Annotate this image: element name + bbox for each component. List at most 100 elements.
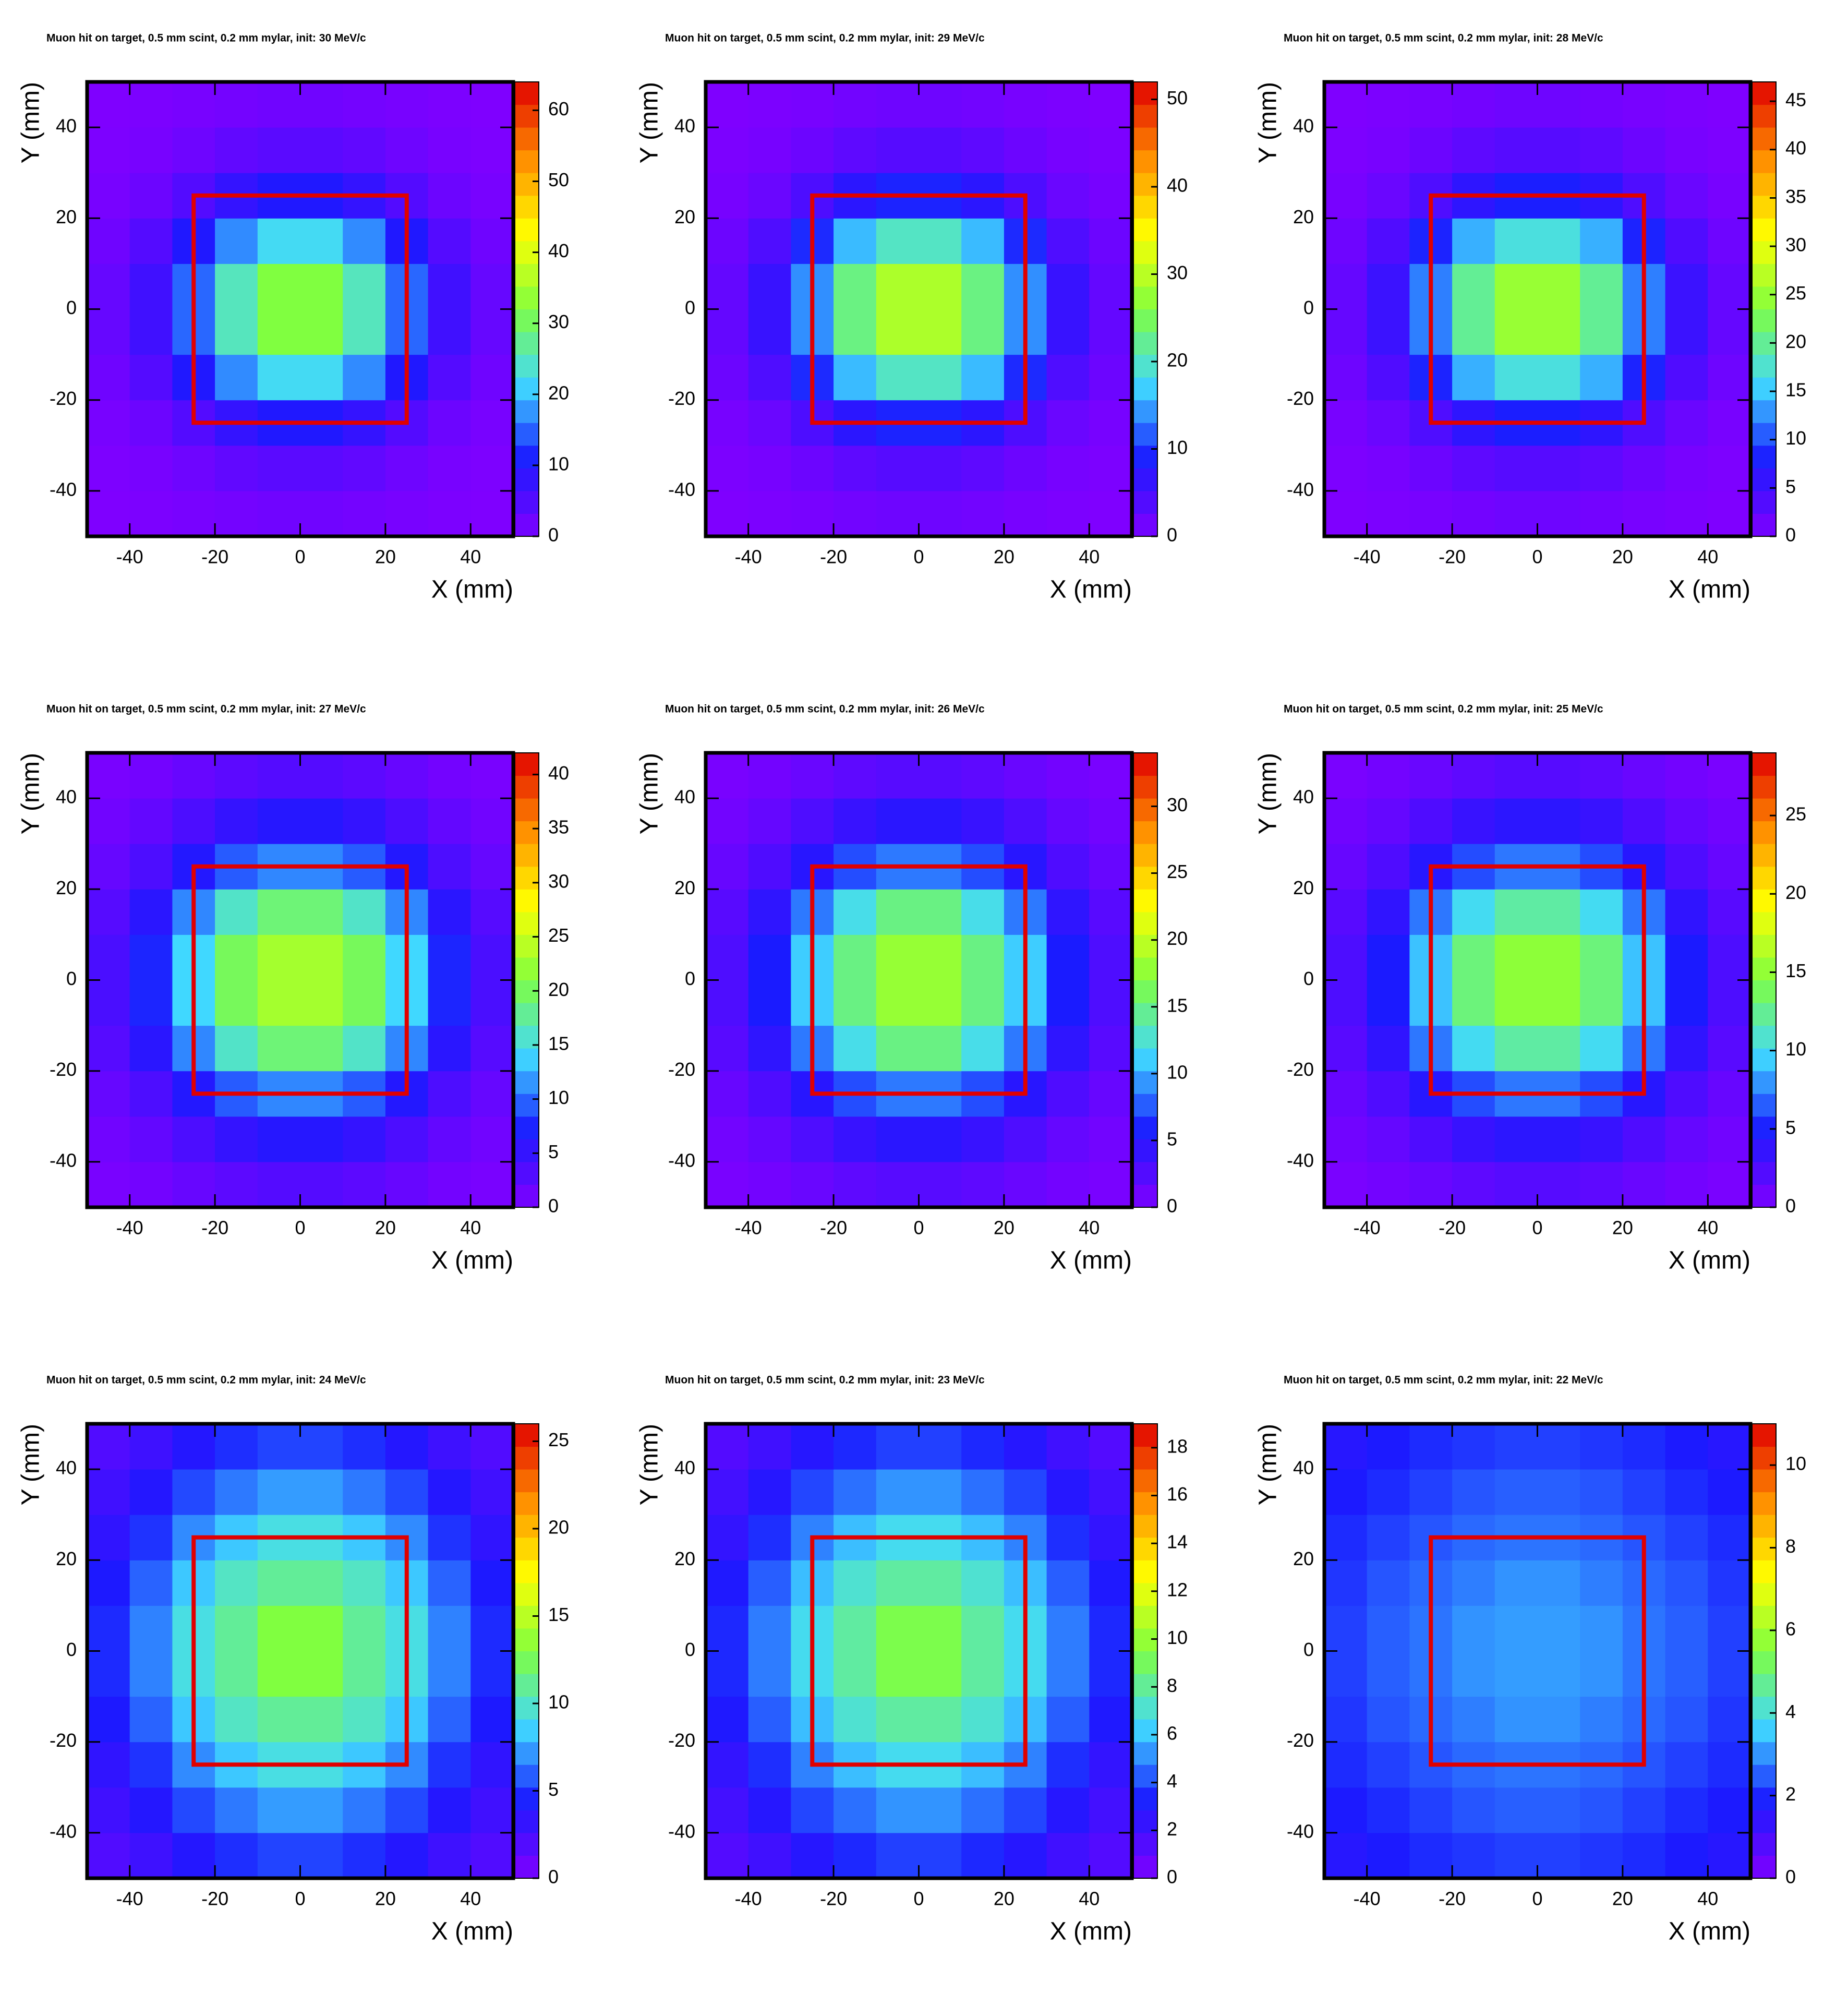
heat-cell [1409, 82, 1453, 128]
heat-cell [706, 1469, 749, 1515]
heat-cell [1708, 82, 1751, 128]
heat-cell [470, 354, 514, 401]
heat-cell [172, 1787, 215, 1833]
y-tick-label: 20 [56, 877, 77, 898]
heat-cell [1708, 1116, 1751, 1162]
heat-cell [748, 445, 791, 491]
heat-cell [1004, 82, 1047, 128]
colorbar-band [515, 1469, 539, 1493]
heat-cell [1046, 173, 1090, 219]
x-tick-label: 40 [1697, 546, 1718, 568]
heat-cell [1324, 1071, 1368, 1117]
heat-cell [1580, 1832, 1623, 1879]
heat-cell [1622, 445, 1666, 491]
heat-cell [1367, 934, 1410, 980]
z-tick-label: 15 [1785, 960, 1806, 981]
heat-cell [129, 173, 173, 219]
heat-cell [129, 1161, 173, 1208]
colorbar-band [1752, 263, 1776, 287]
heat-cell [1537, 1025, 1580, 1072]
heat-cell [1089, 1787, 1132, 1833]
heat-cell [215, 82, 258, 128]
y-tick-label: -20 [668, 1730, 695, 1751]
heat-cell [706, 1116, 749, 1162]
colorbar-band [1133, 1719, 1157, 1743]
heat-cell [1537, 798, 1580, 844]
y-tick-label: 40 [56, 1457, 77, 1479]
heat-cell [129, 844, 173, 890]
heat-cell [1665, 1025, 1708, 1072]
heat-cell [300, 82, 343, 128]
heat-cell [129, 354, 173, 401]
heat-cell [1580, 1161, 1623, 1208]
colorbar-band [1752, 218, 1776, 242]
z-tick-label: 20 [1167, 928, 1188, 949]
heat-cell [1622, 1787, 1666, 1833]
colorbar-band [1752, 821, 1776, 844]
colorbar-band [1752, 1537, 1776, 1560]
heat-cell [1708, 445, 1751, 491]
heat-cell [1708, 889, 1751, 935]
colorbar-band [1752, 1003, 1776, 1026]
heat-cell [834, 1605, 877, 1651]
heat-cell [87, 980, 130, 1026]
colorbar-band [515, 1446, 539, 1470]
heat-cell [706, 1787, 749, 1833]
heat-cell [343, 127, 386, 173]
heat-cell [300, 490, 343, 537]
heat-cell [834, 1832, 877, 1879]
colorbar-band [1752, 957, 1776, 980]
heat-cell [1708, 1560, 1751, 1606]
heat-cell [1324, 1651, 1368, 1697]
heat-cell [87, 1605, 130, 1651]
heat-cell [215, 1787, 258, 1833]
heat-cell [87, 1560, 130, 1606]
heat-cell [1046, 1605, 1090, 1651]
heat-cell [1708, 798, 1751, 844]
heat-cell [1494, 127, 1538, 173]
heat-cell [428, 1515, 471, 1560]
colorbar-band [1133, 821, 1157, 844]
heat-cell [919, 798, 962, 844]
colorbar-band [1133, 1674, 1157, 1697]
heat-cell [1622, 127, 1666, 173]
chart-title: Muon hit on target, 0.5 mm scint, 0.2 mm… [665, 32, 985, 44]
heat-cell [1494, 218, 1538, 264]
heat-cell [300, 1424, 343, 1470]
heat-cell [791, 1116, 834, 1162]
heat-cell [1452, 1696, 1495, 1743]
heat-cell [791, 1424, 834, 1470]
z-tick-label: 0 [548, 1866, 559, 1888]
heat-cell [257, 1696, 300, 1743]
heat-cell [1708, 1071, 1751, 1117]
colorbar-band [1133, 1048, 1157, 1072]
z-tick-label: 20 [548, 382, 569, 403]
colorbar-band [1752, 911, 1776, 935]
heat-cell [834, 263, 877, 309]
heat-cell [1089, 1560, 1132, 1606]
y-tick-label: 0 [685, 297, 695, 318]
colorbar-band [1752, 866, 1776, 890]
colorbar-band [1752, 241, 1776, 264]
heat-cell [1367, 400, 1410, 446]
y-tick-label: 0 [1303, 1639, 1314, 1660]
z-tick-label: 10 [1785, 1453, 1806, 1474]
heat-cell [1708, 934, 1751, 980]
heat-cell [748, 1605, 791, 1651]
heat-cell [343, 1025, 386, 1072]
heat-cell [706, 1696, 749, 1743]
heat-cell [1409, 1469, 1453, 1515]
heat-cell [1324, 1696, 1368, 1743]
heat-cell [1324, 263, 1368, 309]
heat-cell [385, 798, 429, 844]
heat-cell [791, 82, 834, 128]
heat-cell [1367, 127, 1410, 173]
heat-cell [87, 753, 130, 799]
colorbar-band [515, 1605, 539, 1629]
heat-cell [1367, 1560, 1410, 1606]
colorbar-band [515, 957, 539, 980]
colorbar-band [515, 423, 539, 446]
heat-cell [706, 980, 749, 1026]
heat-cell [428, 490, 471, 537]
heat-cell [1046, 1469, 1090, 1515]
